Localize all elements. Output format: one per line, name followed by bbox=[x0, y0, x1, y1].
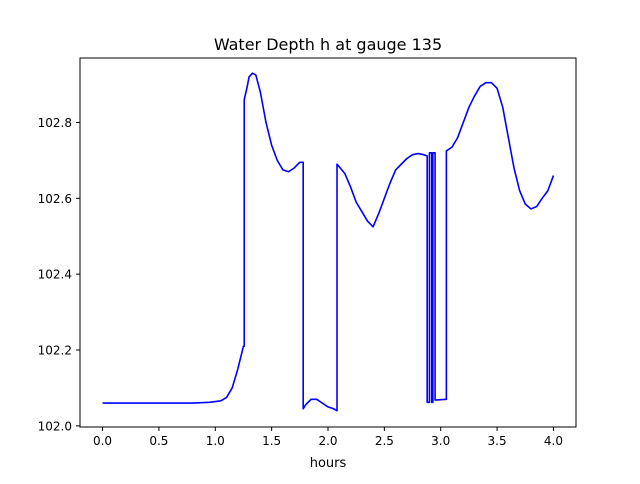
axes-frame bbox=[79, 57, 577, 428]
series-line bbox=[102, 72, 555, 412]
y-tick-label: 102.2 bbox=[38, 344, 72, 358]
x-tick-label: 2.0 bbox=[318, 434, 337, 448]
x-tick-label: 3.5 bbox=[488, 434, 507, 448]
y-axis-ticks: 102.0 102.2 102.4 102.6 102.8 bbox=[38, 116, 80, 433]
plot-area bbox=[102, 72, 555, 412]
y-tick-label: 102.4 bbox=[38, 268, 72, 282]
y-tick-label: 102.6 bbox=[38, 192, 72, 206]
x-tick-label: 0.0 bbox=[93, 434, 112, 448]
x-tick-label: 3.0 bbox=[431, 434, 450, 448]
y-tick-label: 102.0 bbox=[38, 419, 72, 433]
y-tick-label: 102.8 bbox=[38, 116, 72, 130]
x-tick-label: 0.5 bbox=[149, 434, 168, 448]
x-tick-label: 2.5 bbox=[375, 434, 394, 448]
chart-title: Water Depth h at gauge 135 bbox=[214, 35, 442, 54]
x-tick-label: 1.0 bbox=[206, 434, 225, 448]
x-axis-label: hours bbox=[310, 456, 347, 471]
x-tick-label: 4.0 bbox=[544, 434, 563, 448]
x-tick-label: 1.5 bbox=[262, 434, 281, 448]
x-axis-ticks: 0.0 0.5 1.0 1.5 2.0 2.5 3.0 3.5 4.0 bbox=[93, 427, 563, 448]
